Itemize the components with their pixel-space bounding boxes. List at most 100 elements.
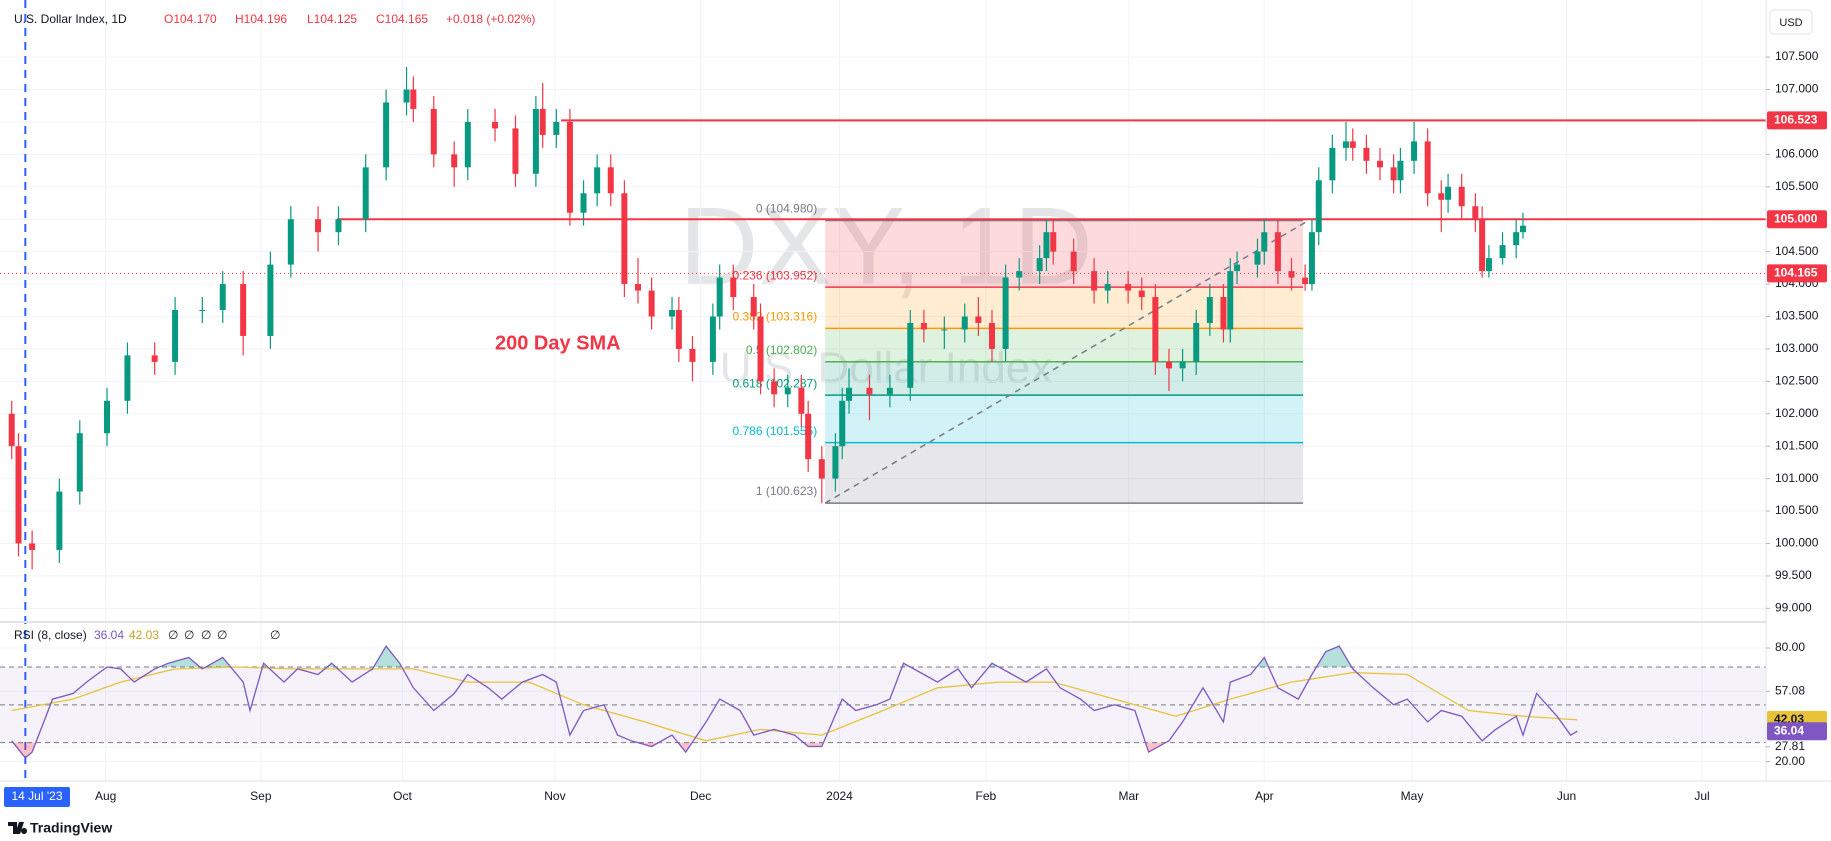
ohlc-value: H104.196 <box>235 12 287 26</box>
fib-zone <box>825 395 1304 443</box>
candle-body <box>1390 167 1397 181</box>
candle-body <box>1445 186 1452 200</box>
candle-body <box>199 310 206 311</box>
y-tick-label: 101.000 <box>1775 471 1819 485</box>
candle-body <box>1043 232 1050 259</box>
candle-body <box>56 491 63 550</box>
currency-box <box>1769 9 1813 35</box>
y-tick-label: 103.500 <box>1775 309 1819 323</box>
candle-body <box>716 277 723 317</box>
rsi-legend-extra: ∅ <box>270 628 280 642</box>
candle-body <box>886 387 893 395</box>
axis-bg <box>1766 0 1831 781</box>
candle-body <box>805 413 812 460</box>
candle-body <box>907 322 914 388</box>
candle-body <box>1091 271 1098 291</box>
x-tick-label: Nov <box>544 789 565 803</box>
candle-body <box>464 121 471 168</box>
candle-body <box>29 543 36 550</box>
candle-body <box>1288 271 1295 278</box>
candle-body <box>1070 251 1077 272</box>
x-tick-label: Apr <box>1255 789 1274 803</box>
candle-body <box>1499 245 1506 259</box>
candle-body <box>512 128 519 174</box>
rsi-overbought-fill <box>11 646 1578 667</box>
x-tick-label: Jun <box>1557 789 1576 803</box>
last-price-label: 104.165 <box>1774 266 1818 280</box>
candle-body <box>1050 232 1057 252</box>
candle-body <box>1254 251 1261 265</box>
candle-body <box>1179 361 1186 369</box>
candle-body <box>1424 141 1431 194</box>
candle-body <box>1104 284 1111 291</box>
rsi-ma-line <box>11 666 1578 742</box>
y-tick-label: 20.00 <box>1775 754 1805 768</box>
rsi-line <box>11 644 1578 759</box>
candle-body <box>832 446 839 479</box>
x-tick-label: Dec <box>690 789 711 803</box>
candle-body <box>784 387 791 395</box>
y-tick-label: 101.500 <box>1775 438 1819 452</box>
candle-body <box>539 108 546 135</box>
fib-zone <box>825 220 1304 288</box>
candle-body <box>1261 232 1268 252</box>
candle-body <box>1165 361 1172 369</box>
candle-body <box>1411 141 1418 161</box>
fib-zone <box>825 442 1304 504</box>
candle-body <box>1397 160 1404 181</box>
y-tick-label: 107.000 <box>1775 82 1819 96</box>
rsi-value-label: 36.04 <box>1774 723 1804 737</box>
candle-body <box>634 284 641 291</box>
x-tick-label: May <box>1401 789 1424 803</box>
candle-body <box>961 316 968 330</box>
x-tick-label: Sep <box>250 789 272 803</box>
candle-body <box>553 121 560 135</box>
candle-body <box>1342 141 1349 148</box>
fib-label: 0 (104.980) <box>756 202 817 216</box>
y-tick-label: 100.500 <box>1775 503 1819 517</box>
x-tick-label: 2024 <box>826 789 853 803</box>
x-tick-label: Mar <box>1118 789 1139 803</box>
candle-body <box>607 167 614 194</box>
fib-label: 0.236 (103.952) <box>732 268 817 282</box>
change-value: +0.018 (+0.02%) <box>446 12 535 26</box>
candle-body <box>1349 141 1356 148</box>
level-label: 105.000 <box>1774 211 1818 225</box>
candle-body <box>124 355 131 401</box>
candle-body <box>580 193 587 213</box>
candle-body <box>1016 271 1023 278</box>
x-tick-label: Feb <box>976 789 997 803</box>
candle-body <box>621 193 628 285</box>
candle-body <box>648 290 655 317</box>
candle-body <box>430 108 437 155</box>
candle-body <box>1138 290 1145 298</box>
candle-body <box>1002 277 1009 349</box>
candle-body <box>1125 284 1132 291</box>
candle-body <box>1274 232 1281 272</box>
candle-body <box>818 459 825 479</box>
candle-body <box>1519 225 1526 233</box>
level-label-box <box>1767 210 1827 229</box>
candle-body <box>403 89 410 103</box>
candle-body <box>240 284 247 336</box>
ohlc-value: C104.165 <box>376 12 428 26</box>
candle-body <box>730 277 737 298</box>
candle-body <box>1302 277 1309 285</box>
annotation: 200 Day SMA <box>495 332 621 354</box>
candle-body <box>267 264 274 336</box>
fib-label: 1 (100.623) <box>756 484 817 498</box>
y-tick-label: 102.000 <box>1775 406 1819 420</box>
rsi-value-label-box <box>1767 722 1827 741</box>
candle-body <box>104 400 111 434</box>
candle-body <box>335 219 342 233</box>
candle-body <box>8 413 15 447</box>
rsi-legend-ma: 42.03 <box>129 628 159 642</box>
rsi-legend-extra: ∅ <box>184 628 194 642</box>
candle-body <box>76 433 83 492</box>
y-tick-label: 100.000 <box>1775 536 1819 550</box>
candle-body <box>451 154 458 168</box>
candle-body <box>1308 232 1315 285</box>
rsi-legend-extra: ∅ <box>201 628 211 642</box>
candle-body <box>1513 232 1520 246</box>
